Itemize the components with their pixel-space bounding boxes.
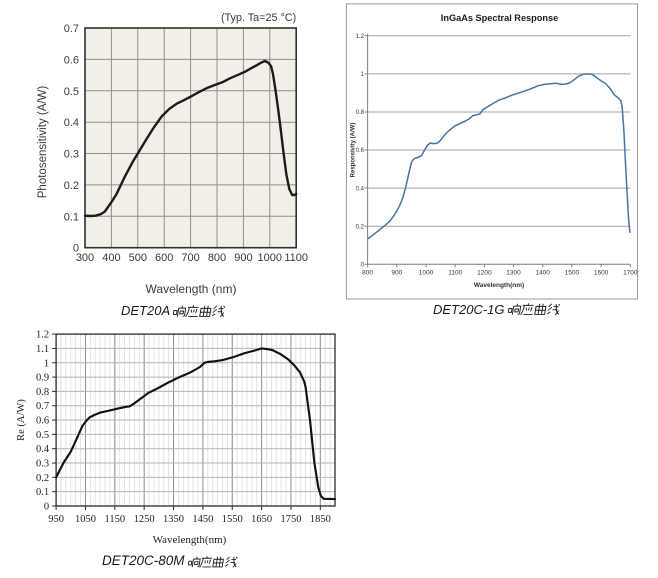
svg-text:0: 0	[361, 263, 365, 269]
svg-text:Re (A/W): Re (A/W)	[16, 399, 27, 441]
svg-text:1450: 1450	[192, 514, 213, 525]
svg-text:600: 600	[155, 252, 173, 264]
svg-text:1700: 1700	[623, 269, 638, 276]
svg-text:0.2: 0.2	[64, 180, 79, 192]
svg-text:0.2: 0.2	[36, 473, 49, 484]
svg-text:1400: 1400	[535, 269, 550, 276]
svg-text:700: 700	[181, 252, 199, 264]
svg-text:800: 800	[208, 252, 226, 264]
svg-text:1550: 1550	[222, 514, 243, 525]
svg-text:1.2: 1.2	[36, 330, 49, 341]
svg-text:Responsivity (A/W): Responsivity (A/W)	[351, 123, 357, 178]
svg-text:Wavelength (nm): Wavelength (nm)	[146, 282, 237, 296]
svg-text:1.2: 1.2	[356, 34, 365, 40]
svg-text:(Typ. Ta=25 °C): (Typ. Ta=25 °C)	[221, 12, 296, 24]
svg-text:0.9: 0.9	[36, 373, 49, 384]
svg-text:950: 950	[48, 514, 64, 525]
svg-text:Wavelength(nm): Wavelength(nm)	[474, 282, 524, 289]
svg-text:0.4: 0.4	[64, 117, 79, 129]
svg-text:0.5: 0.5	[36, 430, 49, 441]
svg-text:1500: 1500	[565, 269, 580, 276]
svg-text:1.1: 1.1	[36, 344, 49, 355]
svg-text:1200: 1200	[477, 269, 492, 276]
svg-text:0.6: 0.6	[356, 148, 365, 154]
svg-text:1000: 1000	[258, 252, 282, 264]
svg-text:0.2: 0.2	[356, 224, 365, 230]
svg-text:1100: 1100	[284, 252, 308, 264]
svg-text:0.4: 0.4	[356, 186, 365, 192]
svg-text:1150: 1150	[105, 514, 126, 525]
svg-text:0.5: 0.5	[64, 86, 79, 98]
svg-text:0.7: 0.7	[36, 401, 49, 412]
svg-text:1250: 1250	[134, 514, 155, 525]
svg-text:0.3: 0.3	[64, 149, 79, 161]
svg-text:Photosensitivity (A/W): Photosensitivity (A/W)	[37, 86, 49, 199]
svg-text:1: 1	[44, 358, 49, 369]
svg-text:1300: 1300	[506, 269, 521, 276]
svg-text:1850: 1850	[310, 514, 331, 525]
svg-text:0: 0	[44, 502, 49, 513]
svg-text:0.1: 0.1	[36, 487, 49, 498]
svg-text:Wavelength(nm): Wavelength(nm)	[153, 534, 227, 546]
svg-text:0: 0	[73, 243, 79, 255]
svg-text:500: 500	[129, 252, 147, 264]
svg-text:InGaAs Spectral Response: InGaAs Spectral Response	[441, 13, 558, 23]
svg-text:0.4: 0.4	[36, 444, 50, 455]
svg-text:1650: 1650	[251, 514, 272, 525]
svg-text:0.7: 0.7	[64, 23, 79, 35]
svg-text:1350: 1350	[163, 514, 184, 525]
svg-text:1750: 1750	[280, 514, 301, 525]
svg-text:900: 900	[234, 252, 252, 264]
svg-text:0.8: 0.8	[36, 387, 49, 398]
svg-text:900: 900	[391, 269, 402, 276]
svg-text:0.6: 0.6	[64, 54, 79, 66]
svg-text:1000: 1000	[419, 269, 434, 276]
svg-text:1050: 1050	[75, 514, 96, 525]
svg-text:1600: 1600	[594, 269, 609, 276]
svg-text:0.8: 0.8	[356, 110, 365, 116]
svg-text:0.6: 0.6	[36, 416, 49, 427]
svg-text:1: 1	[361, 72, 365, 78]
svg-text:300: 300	[76, 252, 94, 264]
svg-text:0.1: 0.1	[64, 211, 79, 223]
svg-text:800: 800	[362, 269, 373, 276]
svg-text:1100: 1100	[448, 269, 462, 276]
svg-text:0.3: 0.3	[36, 459, 49, 470]
svg-text:400: 400	[102, 252, 120, 264]
